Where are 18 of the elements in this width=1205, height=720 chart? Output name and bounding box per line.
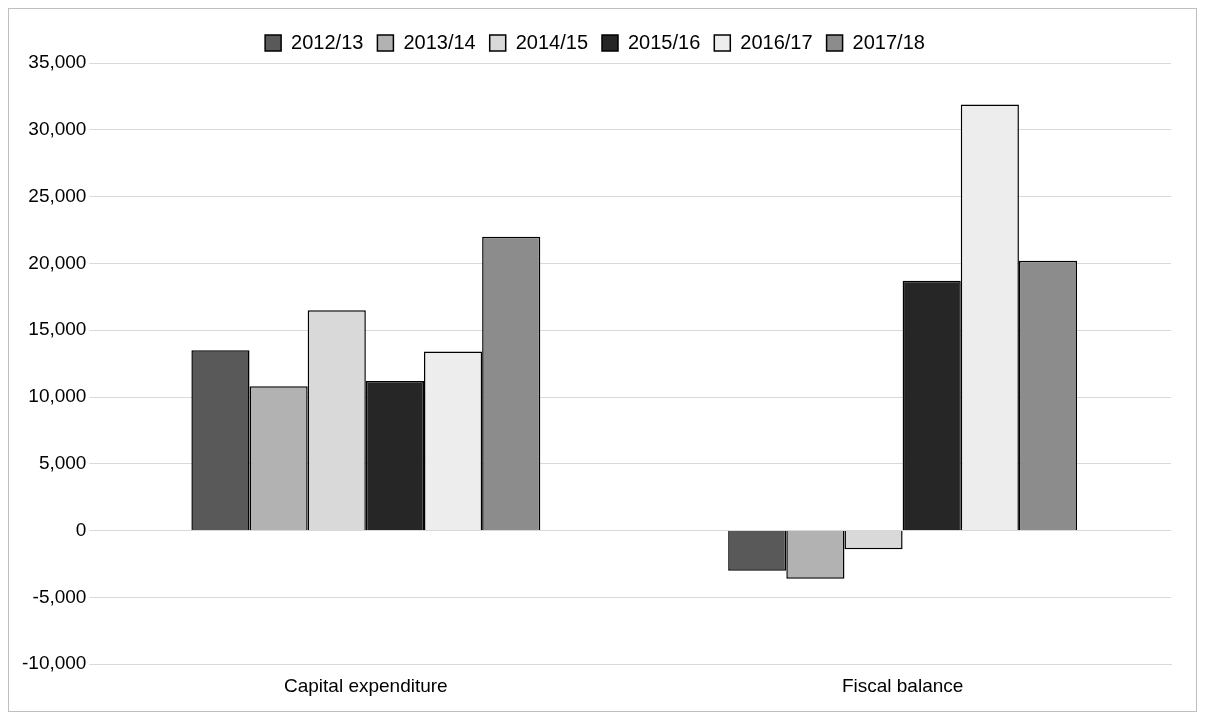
x-tick-label: Fiscal balance <box>841 674 964 696</box>
y-tick-label: -5,000 <box>32 585 87 607</box>
y-tick-label: 30,000 <box>28 118 87 140</box>
y-tick-label: -10,000 <box>21 652 87 674</box>
legend-label: 2015/16 <box>628 30 701 53</box>
y-tick-label: 10,000 <box>28 385 87 407</box>
y-tick-label: 20,000 <box>28 251 87 273</box>
y-tick-label: 15,000 <box>28 318 87 340</box>
x-tick-label: Capital expenditure <box>283 674 448 696</box>
legend-label: 2014/15 <box>515 30 588 53</box>
legend-label: 2017/18 <box>852 30 925 53</box>
y-tick-label: 5,000 <box>38 452 87 474</box>
legend-label: 2013/14 <box>403 30 476 53</box>
legend-label: 2016/17 <box>740 30 813 53</box>
legend-label: 2012/13 <box>291 30 364 53</box>
y-tick-label: 35,000 <box>28 51 87 73</box>
y-tick-label: 0 <box>75 518 87 540</box>
y-tick-label: 25,000 <box>28 184 87 206</box>
